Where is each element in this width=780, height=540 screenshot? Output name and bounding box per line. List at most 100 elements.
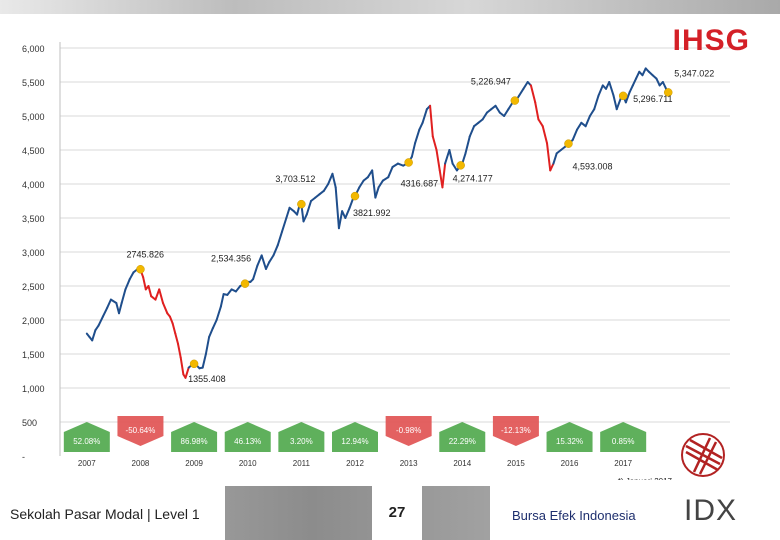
line-segment (120, 288, 127, 304)
x-tick-label: 2014 (453, 459, 471, 468)
brand-panel: Bursa Efek Indonesia (490, 486, 670, 540)
line-segment (441, 162, 447, 189)
annotation-labels: 2745.826 1355.408 2,534.356 3,703.512 3821.9… (126, 68, 714, 383)
line-segment (174, 332, 179, 345)
line-segment (494, 104, 501, 114)
annotation-marker (350, 191, 360, 201)
line-segment (374, 186, 380, 199)
line-segment (444, 149, 451, 165)
y-tick-label: 3,000 (22, 248, 45, 258)
line-segment (608, 81, 615, 97)
footer-left-panel: Sekolah Pasar Modal | Level 1 (0, 486, 225, 540)
annotation-markers (136, 88, 673, 369)
x-tick-label: 2013 (400, 459, 418, 468)
line-segment (204, 336, 211, 355)
line-segment (109, 298, 118, 304)
line-segment (534, 101, 540, 121)
line-segment (414, 128, 421, 145)
logo-panel: IDX (670, 486, 780, 540)
idx-globe-icon (681, 433, 725, 477)
y-tick-label: - (22, 452, 25, 462)
line-segment (285, 206, 291, 219)
line-segment (448, 149, 454, 165)
y-tick-label: 1,000 (22, 384, 45, 394)
y-axis: - 500 1,000 1,500 2,000 2,500 3,000 3,500 4,000 4… (22, 42, 61, 462)
y-tick-label: 6,000 (22, 44, 45, 54)
line-segment (177, 342, 182, 359)
line-segment (503, 108, 510, 117)
line-segment (264, 261, 271, 270)
annotation-label: 2,534.356 (211, 254, 251, 264)
line-segment (91, 329, 97, 342)
line-segment (327, 172, 334, 185)
line-segment (276, 230, 284, 247)
annotation-marker (564, 139, 573, 148)
line-segment (421, 108, 428, 124)
line-segment (154, 288, 161, 301)
return-arrow (492, 416, 539, 446)
line-segment (302, 213, 308, 223)
line-segment (305, 200, 313, 216)
line-segment (612, 94, 618, 111)
line-segment (522, 81, 529, 90)
line-segment (431, 135, 438, 151)
annotation-label: 3,703.512 (275, 174, 315, 184)
annotation-label: 5,347.022 (674, 68, 714, 78)
annotation-marker (404, 158, 413, 167)
line-segment (546, 142, 552, 172)
annotation-marker (240, 279, 250, 288)
line-segment (410, 142, 417, 158)
return-arrow (439, 422, 486, 452)
line-segment (588, 108, 596, 117)
x-tick-label: 2016 (561, 459, 579, 468)
line-segment (552, 152, 558, 165)
return-arrow (117, 416, 164, 446)
line-segment (179, 356, 185, 376)
line-segment (118, 302, 123, 315)
line-segment (391, 162, 399, 168)
line-segment (106, 298, 112, 309)
page-number-panel: 27 (372, 486, 422, 540)
line-segment (128, 271, 135, 281)
line-segment (334, 186, 340, 230)
line-segment (435, 149, 441, 172)
x-tick-label: 2012 (346, 459, 364, 468)
x-tick-label: 2015 (507, 459, 525, 468)
line-segment (337, 210, 344, 230)
brand-name: Bursa Efek Indonesia (512, 508, 636, 523)
line-segment (464, 135, 471, 155)
return-arrow (385, 416, 432, 446)
line-segment (624, 91, 631, 104)
return-label: 0.85% (612, 437, 635, 446)
line-segment (377, 179, 384, 189)
annotation-label: 4,593.008 (572, 162, 612, 172)
line-segment (541, 125, 549, 145)
annotation-marker (510, 96, 520, 105)
annotation-label: 3821.992 (353, 208, 391, 218)
line-segment (358, 179, 365, 189)
line-segment (201, 353, 207, 369)
return-arrow (63, 422, 110, 452)
annotation-marker (297, 199, 306, 209)
return-label: 12.94% (341, 437, 368, 446)
line-segment (381, 176, 390, 182)
y-tick-label: 2,500 (22, 282, 45, 292)
line-segment (252, 264, 259, 281)
return-label: -12.13% (501, 426, 531, 435)
return-label: 46.13% (234, 437, 261, 446)
annotation-marker (136, 265, 145, 274)
line-segment (234, 285, 242, 293)
y-tick-label: 4,500 (22, 146, 45, 156)
annotation-label: 5,296.711 (633, 94, 672, 104)
x-tick-label: 2009 (185, 459, 203, 468)
return-arrow (278, 422, 325, 452)
annotation-label: 5,226.947 (471, 77, 511, 87)
x-tick-label: 2017 (614, 459, 632, 468)
footnote: *) Januari 2017 (618, 477, 673, 480)
line-segment (331, 172, 337, 189)
line-segment (571, 128, 579, 141)
top-banner (0, 0, 780, 14)
footer-bar: Sekolah Pasar Modal | Level 1 27 Bursa E… (0, 486, 780, 540)
return-label: 52.08% (73, 437, 100, 446)
